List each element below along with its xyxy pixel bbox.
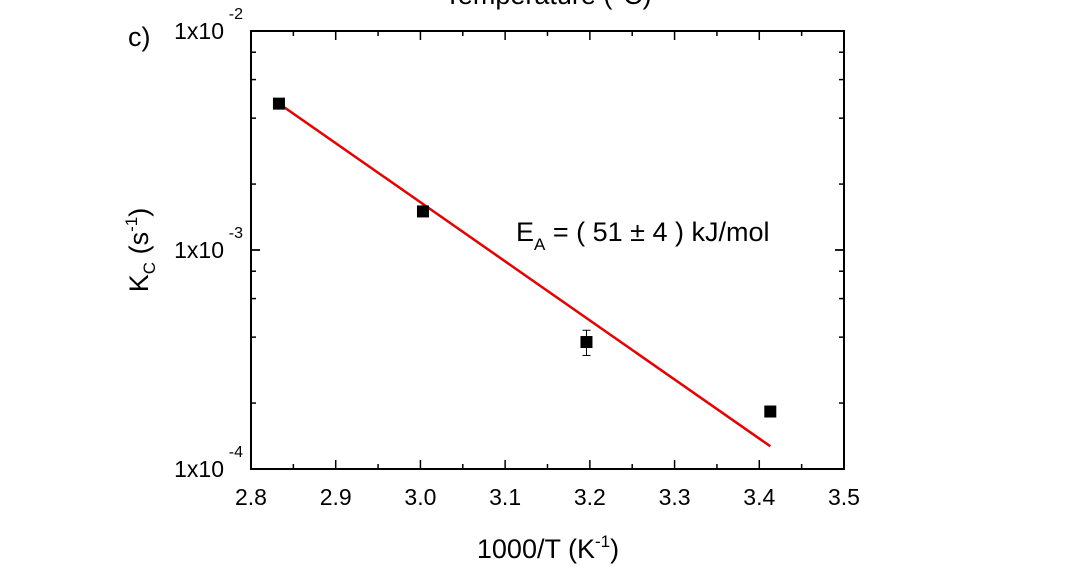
y-tick-label: 1x10 — [174, 18, 224, 44]
x-tick-label: 3.2 — [574, 484, 606, 510]
top-title-fragment: Temperature (°C) — [444, 0, 651, 10]
x-tick-label: 2.8 — [235, 484, 267, 510]
data-point — [416, 205, 429, 218]
data-point — [764, 405, 777, 418]
x-axis-title: 1000/T (K-1) — [477, 532, 619, 564]
y-tick-label: 1x10 — [174, 456, 224, 482]
x-tick-label: 2.9 — [320, 484, 352, 510]
y-tick-label-exp: -4 — [229, 444, 243, 461]
y-axis-title: KC (s-1) — [122, 208, 159, 292]
annotation-main: E — [516, 217, 534, 247]
x-tick-label: 3.3 — [659, 484, 691, 510]
y-tick-label: 1x10 — [174, 237, 224, 263]
x-axis: 2.8 2.9 3.0 3.1 3.2 3.3 3.4 3.5 — [235, 31, 860, 510]
activation-energy-annotation: EA = ( 51 ± 4 ) kJ/mol — [516, 217, 770, 254]
y-axis-title-main: K — [124, 274, 154, 292]
y-axis-title-sub: C — [140, 262, 159, 274]
x-tick-label: 3.4 — [743, 484, 775, 510]
x-tick-label: 3.1 — [489, 484, 521, 510]
x-axis-title-main: 1000/T (K — [477, 534, 595, 564]
annotation-rest: = ( 51 ± 4 ) kJ/mol — [545, 217, 769, 247]
x-tick-label: 3.5 — [828, 484, 860, 510]
plot-frame — [250, 30, 845, 470]
y-axis-title-sup: -1 — [122, 217, 141, 232]
y-tick-label-base: 1x10 — [174, 456, 224, 482]
x-tick-label: 3.0 — [404, 484, 436, 510]
y-axis-title-mid: (s — [124, 232, 154, 262]
data-points-layer — [272, 97, 777, 418]
y-tick-label-base: 1x10 — [174, 18, 224, 44]
y-tick-label-exp: -3 — [229, 225, 243, 242]
data-point — [272, 97, 285, 110]
x-axis-title-end: ) — [610, 534, 619, 564]
y-tick-label-base: 1x10 — [174, 237, 224, 263]
y-tick-label-exp: -2 — [229, 6, 243, 23]
y-axis-title-end: ) — [124, 208, 154, 217]
y-axis: 1x10 -2 1x10 -3 1x10 -4 — [174, 6, 844, 482]
annotation-sub: A — [534, 235, 546, 254]
data-point — [580, 336, 593, 349]
fit-line — [278, 102, 772, 448]
x-axis-title-sup: -1 — [595, 532, 610, 551]
fit-line-layer — [278, 102, 772, 448]
panel-label: c) — [128, 22, 151, 52]
